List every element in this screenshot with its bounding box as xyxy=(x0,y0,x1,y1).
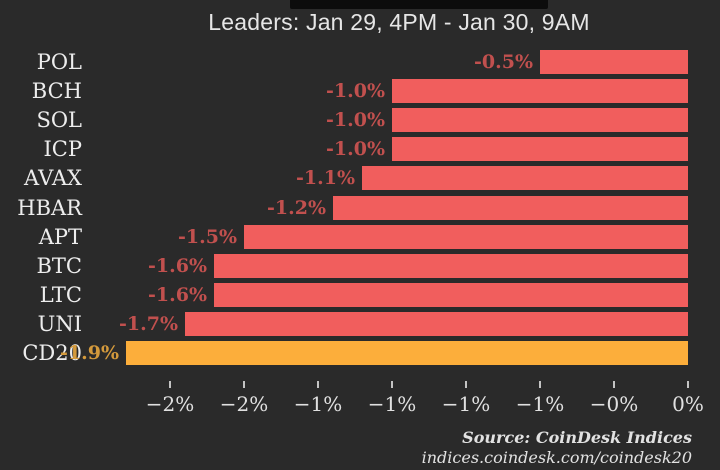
bar-bch xyxy=(392,79,688,103)
bar-ltc xyxy=(214,283,688,307)
x-tick-label: −0% xyxy=(589,392,639,416)
x-tick-label: −1% xyxy=(515,392,565,416)
bar-cd20 xyxy=(126,341,688,365)
source-url-text: indices.coindesk.com/coindesk20 xyxy=(421,448,692,467)
value-label-avax: -1.1% xyxy=(296,167,355,189)
category-label-btc: BTC xyxy=(36,254,82,278)
category-label-ltc: LTC xyxy=(39,283,82,307)
bar-hbar xyxy=(333,196,688,220)
bar-btc xyxy=(214,254,688,278)
chart-title: Leaders: Jan 29, 4PM - Jan 30, 9AM xyxy=(208,9,590,35)
x-tick-label: −2% xyxy=(145,392,195,416)
bar-pol xyxy=(540,50,688,74)
x-tick-mark xyxy=(539,381,541,388)
category-label-apt: APT xyxy=(38,225,82,249)
x-tick-label: 0% xyxy=(672,392,704,416)
x-tick-mark xyxy=(687,381,689,388)
bar-icp xyxy=(392,137,688,161)
bar-sol xyxy=(392,108,688,132)
value-label-cd20: -1.9% xyxy=(60,342,119,364)
value-label-icp: -1.0% xyxy=(326,138,385,160)
bar-uni xyxy=(185,312,688,336)
x-tick-label: −2% xyxy=(219,392,269,416)
category-label-uni: UNI xyxy=(37,312,82,336)
x-tick-label: −1% xyxy=(367,392,417,416)
clipped-title-remnant xyxy=(290,0,548,9)
x-tick-label: −1% xyxy=(441,392,491,416)
x-tick-label: −1% xyxy=(293,392,343,416)
category-label-hbar: HBAR xyxy=(17,196,82,220)
x-tick-mark xyxy=(465,381,467,388)
x-tick-mark xyxy=(391,381,393,388)
value-label-hbar: -1.2% xyxy=(267,197,326,219)
bar-apt xyxy=(244,225,688,249)
value-label-pol: -0.5% xyxy=(474,51,533,73)
category-label-avax: AVAX xyxy=(24,166,82,190)
category-label-icp: ICP xyxy=(43,137,83,161)
value-label-sol: -1.0% xyxy=(326,109,385,131)
value-label-ltc: -1.6% xyxy=(148,284,207,306)
value-label-btc: -1.6% xyxy=(148,255,207,277)
source-text: Source: CoinDesk Indices xyxy=(462,428,692,447)
value-label-bch: -1.0% xyxy=(326,80,385,102)
category-label-bch: BCH xyxy=(31,79,82,103)
bar-avax xyxy=(362,166,688,190)
x-tick-mark xyxy=(317,381,319,388)
category-label-sol: SOL xyxy=(36,108,82,132)
x-tick-mark xyxy=(169,381,171,388)
category-label-pol: POL xyxy=(36,50,82,74)
category-label-cd20: CD20 xyxy=(22,341,82,365)
x-tick-mark xyxy=(613,381,615,388)
x-tick-mark xyxy=(243,381,245,388)
value-label-uni: -1.7% xyxy=(119,313,178,335)
value-label-apt: -1.5% xyxy=(178,226,237,248)
source-attribution: Source: CoinDesk Indices indices.coindes… xyxy=(422,428,692,468)
